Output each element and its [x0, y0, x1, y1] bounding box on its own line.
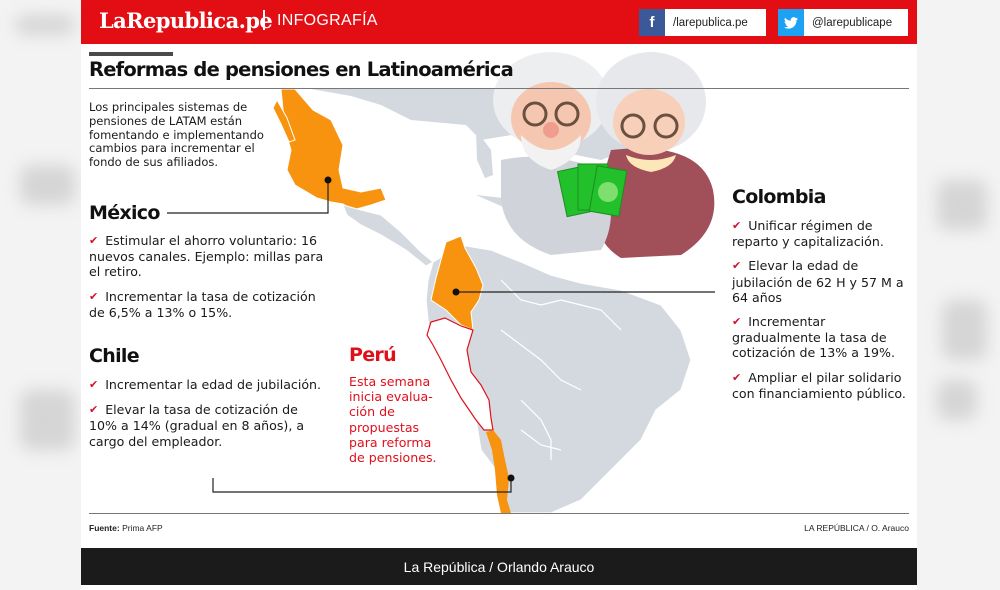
chile-heading: Chile: [89, 345, 140, 367]
latin-america-map: [167, 52, 715, 514]
header-bar: LaRepublica.pe INFOGRAFÍA f /larepublica…: [81, 0, 917, 44]
mexico-highlight: [272, 88, 387, 211]
mexico-bullet: ✔ Incrementar la tasa de cotización de 6,…: [89, 288, 316, 320]
check-icon: ✔: [732, 259, 742, 273]
footer-banner-text: La República / Orlando Arauco: [403, 558, 595, 575]
chile-bullet: ✔ Incrementar la edad de jubilación.: [89, 377, 322, 392]
footer-banner: La República / Orlando Arauco: [81, 548, 917, 585]
check-icon: ✔: [732, 219, 742, 232]
check-icon: ✔: [89, 234, 99, 247]
source-label: Fuente:: [89, 523, 120, 533]
background-margin-left: [0, 0, 81, 590]
colombia-bullet: ✔ Elevar la edad de jubilación de 62 H y …: [732, 258, 904, 305]
title-divider: [89, 88, 909, 89]
footer-divider: [89, 513, 909, 514]
source-value: Prima AFP: [122, 523, 163, 533]
title-accent-bar: [89, 52, 173, 56]
facebook-link[interactable]: f /larepublica.pe: [639, 9, 766, 36]
background-margin-right: [917, 0, 1000, 590]
mexico-bullet-list: ✔ Estimular el ahorro voluntario: 16 nuev…: [89, 233, 334, 329]
mexico-heading: México: [89, 202, 160, 224]
facebook-handle: /larepublica.pe: [673, 16, 748, 29]
peru-text: Esta semana inicia evalua- ción de propu…: [349, 374, 437, 466]
colombia-heading: Colombia: [732, 186, 826, 208]
chile-bullet-list: ✔ Incrementar la edad de jubilación. ✔ Ele…: [89, 377, 329, 458]
check-icon: ✔: [89, 403, 99, 417]
section-label: INFOGRAFÍA: [277, 12, 378, 29]
colombia-bullet: ✔ Ampliar el pilar solidario con financia…: [732, 369, 906, 401]
check-icon: ✔: [89, 289, 99, 303]
colombia-bullet: ✔ Incrementar gradualmente la tasa de cot…: [732, 314, 895, 361]
source-note: Fuente: Prima AFP: [89, 523, 163, 533]
peru-heading: Perú: [349, 344, 397, 366]
elderly-couple-illustration: [493, 52, 715, 258]
mexico-bullet: ✔ Estimular el ahorro voluntario: 16 nuev…: [89, 233, 324, 280]
intro-text: Los principales sistemas de pensiones de…: [89, 100, 264, 170]
check-icon: ✔: [732, 370, 742, 384]
twitter-link[interactable]: @larepublicape: [778, 9, 908, 36]
check-icon: ✔: [732, 315, 742, 329]
facebook-icon: f: [639, 9, 665, 36]
page-title: Reformas de pensiones en Latinoamérica: [89, 58, 514, 81]
brand-logo[interactable]: LaRepublica.pe: [99, 8, 273, 33]
header-divider: [263, 10, 265, 30]
twitter-handle: @larepublicape: [812, 16, 893, 29]
colombia-bullet: ✔ Unificar régimen de reparto y capitaliz…: [732, 218, 884, 250]
twitter-icon: [778, 9, 804, 36]
colombia-bullet-list: ✔ Unificar régimen de reparto y capitaliz…: [732, 218, 907, 410]
chile-bullet: ✔ Elevar la tasa de cotización de 10% a 1…: [89, 402, 305, 449]
credit-note: LA REPÚBLICA / O. Arauco: [804, 523, 909, 533]
check-icon: ✔: [89, 378, 99, 391]
infographic-card: LaRepublica.pe INFOGRAFÍA f /larepublica…: [81, 0, 917, 590]
